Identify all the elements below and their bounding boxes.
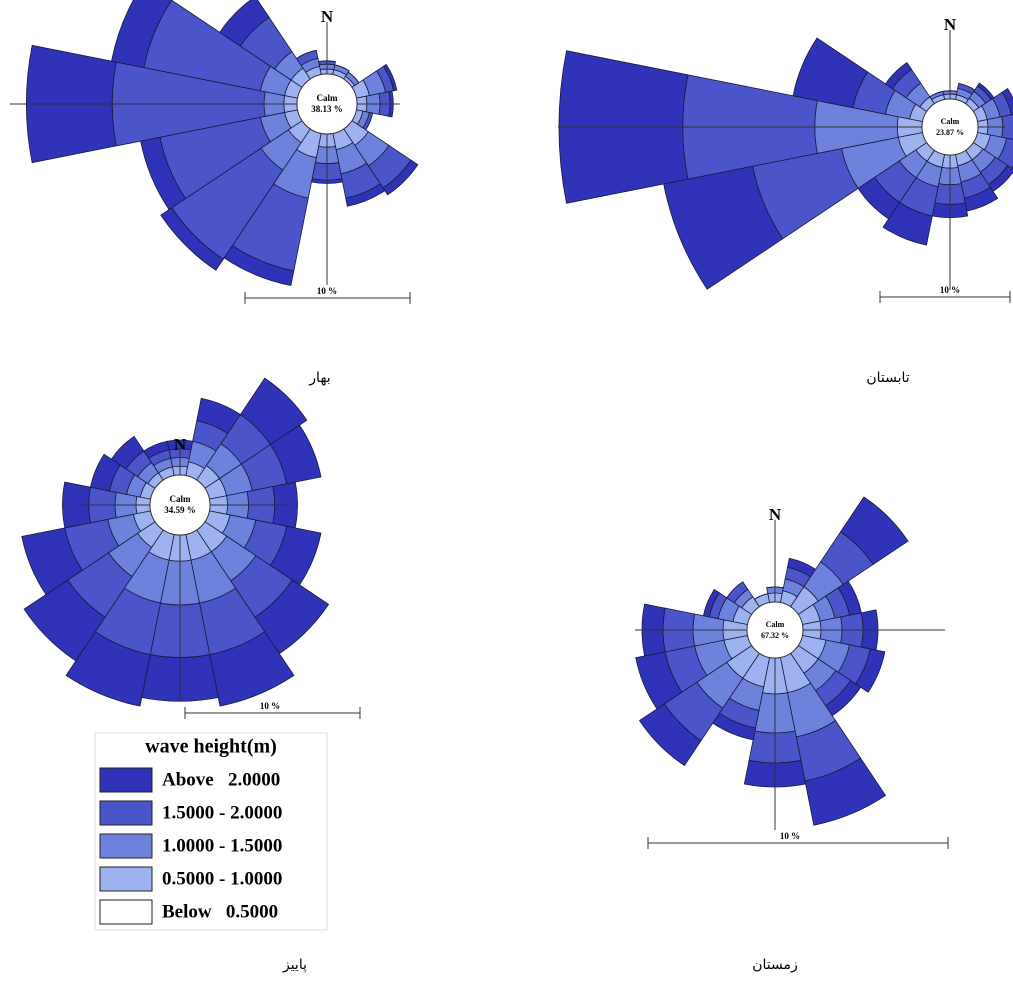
rose-segment — [635, 651, 683, 710]
legend-label: 1.5000 - 2.0000 — [162, 802, 282, 823]
calm-value: 23.87 % — [936, 128, 964, 137]
calm-circle — [921, 98, 979, 156]
rose-segment — [885, 62, 913, 90]
calm-label: Calm — [317, 93, 339, 103]
rose-segment — [804, 757, 887, 826]
legend-label: Above 2.0000 — [162, 769, 280, 790]
rose-segment — [143, 440, 170, 459]
legend-swatch — [99, 800, 153, 826]
rose-segment — [840, 496, 909, 565]
legend-box — [94, 732, 328, 931]
scale-label: 10 % — [940, 285, 960, 295]
rose-segment — [110, 435, 145, 470]
calm-value: 38.13 % — [311, 104, 343, 114]
chart-title: تابستان — [866, 370, 909, 386]
rose-segment — [726, 581, 743, 598]
rose-segment — [219, 0, 270, 47]
rose-segment — [334, 64, 350, 72]
legend-swatch — [99, 833, 153, 859]
rose-segment — [1001, 114, 1013, 140]
chart-title: زمستان — [752, 957, 798, 973]
calm-value: 34.59 % — [164, 505, 196, 515]
rose-segment — [21, 527, 83, 596]
calm-label: Calm — [941, 117, 960, 126]
rose-segment — [269, 424, 322, 485]
rose-segment — [382, 63, 398, 92]
rose-segment — [345, 183, 386, 207]
legend-swatch — [99, 767, 153, 793]
north-label: N — [769, 505, 782, 524]
rose-segment — [23, 579, 106, 662]
calm-label: Calm — [766, 620, 785, 629]
legend-label: 1.0000 - 1.5000 — [162, 835, 282, 856]
legend-label: 0.5000 - 1.0000 — [162, 868, 282, 889]
rose-segment — [90, 453, 121, 492]
chart-title: بهار — [308, 370, 330, 386]
calm-circle — [746, 601, 804, 659]
rose-segment — [638, 703, 702, 767]
rose-segment — [1001, 87, 1013, 116]
wave-rose: Calm 67.32 % N 10 % زمستان — [635, 496, 949, 973]
calm-label: Calm — [170, 494, 192, 504]
legend-swatch — [99, 866, 153, 892]
rose-segment — [62, 481, 91, 529]
scale-label: 10 % — [260, 701, 280, 711]
rose-segment — [792, 37, 869, 109]
north-label: N — [944, 15, 957, 34]
rose-segment — [239, 377, 308, 446]
rose-segment — [209, 631, 295, 707]
rose-segment — [160, 207, 224, 271]
calm-circle — [296, 73, 358, 135]
north-label: N — [174, 435, 187, 454]
rose-segment — [65, 631, 151, 707]
calm-value: 67.32 % — [761, 631, 789, 640]
north-label: N — [321, 7, 334, 26]
scale-label: 10 % — [780, 831, 800, 841]
rose-segment — [702, 588, 720, 618]
legend-label: Below 0.5000 — [162, 901, 278, 922]
legend-title: wave height(m) — [145, 736, 277, 758]
wave-rose: Calm 23.87 % N 10 % تابستان — [558, 15, 1013, 386]
chart-title: پاییز — [282, 957, 307, 973]
rose-segment — [382, 159, 419, 196]
rose-segment — [855, 648, 886, 693]
calm-circle — [149, 474, 211, 536]
rose-segment — [882, 201, 933, 246]
scale-label: 10 % — [317, 286, 337, 296]
legend-swatch — [99, 899, 153, 925]
rose-segment — [111, 0, 173, 69]
